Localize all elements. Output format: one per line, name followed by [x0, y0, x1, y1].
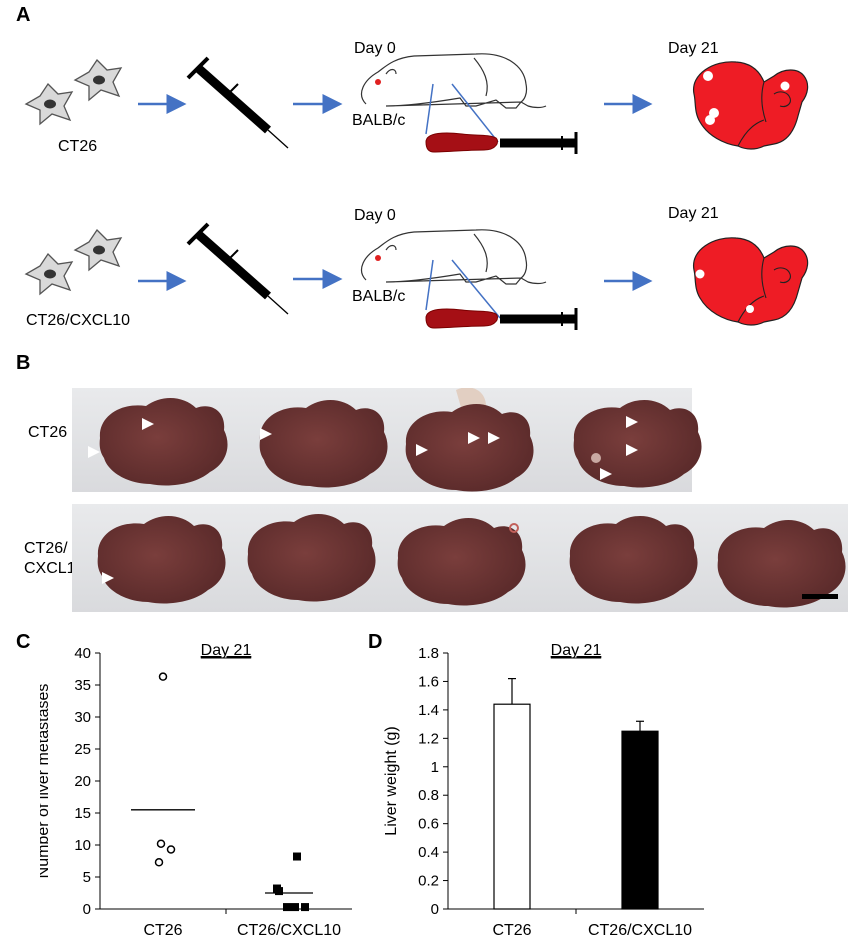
data-point	[293, 852, 301, 861]
y-tick-label: 0	[431, 901, 439, 918]
y-tick-label: 1.6	[418, 673, 439, 690]
zoom-line	[425, 259, 434, 311]
y-tick-label: 35	[74, 677, 91, 694]
y-tick-label: 0.4	[418, 844, 439, 861]
y-axis-label: Number of liver metastases	[40, 684, 52, 879]
schema-figure	[25, 53, 809, 335]
cell-line-label: CT26	[58, 138, 98, 155]
bar-chart: 0 0.2 0.4 0.6 0.8 1 1.2 1.4 1.6 1.8 CT26 CT26/CXCL1…	[383, 642, 704, 939]
panel-label-a: A	[16, 4, 31, 26]
data-point	[301, 903, 309, 912]
mouse-icon	[360, 53, 547, 109]
liver-photo	[569, 515, 698, 604]
bar	[621, 730, 659, 910]
y-tick-label: 0.8	[418, 787, 439, 804]
y-tick-label: 10	[74, 837, 91, 854]
y-tick-label: 20	[74, 773, 91, 790]
scale-bar	[802, 594, 838, 599]
syringe-icon	[188, 224, 288, 314]
y-tick-label: 1	[431, 759, 439, 776]
liver-photographs	[72, 388, 848, 612]
tumor-cell-icon	[25, 253, 73, 295]
data-point	[158, 672, 168, 681]
day-end-label: Day 21	[668, 40, 719, 57]
x-tick-label: CT26/CXCL10	[588, 922, 692, 939]
data-point	[291, 903, 299, 912]
data-point	[283, 903, 291, 912]
liver-photo	[397, 517, 526, 606]
mouse-strain-label: BALB/c	[352, 288, 406, 305]
data-point	[275, 887, 283, 896]
panel-label-d: D	[368, 631, 383, 653]
metastasis-icon	[746, 305, 754, 313]
metastasis-icon	[780, 81, 790, 91]
tumor-cell-icon	[74, 59, 122, 101]
data-point	[154, 858, 164, 867]
y-tick-label: 5	[83, 869, 91, 886]
liver-photo	[247, 513, 376, 602]
y-tick-label: 1.2	[418, 730, 439, 747]
photo-row-label: CT26	[28, 424, 68, 441]
metastasis-icon	[705, 115, 715, 125]
y-tick-label: 0.2	[418, 873, 439, 890]
photo-row-label: CT26/ CXCL10	[24, 539, 84, 579]
y-tick-label: 1.8	[418, 645, 439, 662]
chart-title: Day 21	[201, 642, 252, 659]
spleen-injection-icon	[426, 132, 576, 154]
liver-photo	[97, 515, 226, 604]
data-point	[156, 839, 166, 848]
x-tick-label: CT26/CXCL10	[237, 922, 341, 939]
metastasis-nodule	[509, 523, 519, 533]
liver-photo	[259, 399, 388, 488]
bar	[493, 703, 531, 910]
data-point	[166, 845, 176, 854]
x-tick-label: CT26	[492, 922, 531, 939]
chart-title: Day 21	[551, 642, 602, 659]
y-tick-label: 0	[83, 901, 91, 918]
photo-row-label-line: CXCL10	[24, 560, 85, 577]
y-tick-label: 30	[74, 709, 91, 726]
x-tick-label: CT26	[143, 922, 182, 939]
mouse-strain-label: BALB/c	[352, 112, 406, 129]
panel-label-b: B	[16, 352, 31, 374]
zoom-line	[425, 83, 434, 135]
y-tick-label: 0.6	[418, 816, 439, 833]
metastasis-icon	[703, 71, 713, 81]
cell-line-label: CT26/CXCL10	[26, 312, 131, 329]
syringe-icon	[188, 58, 288, 148]
zoom-line	[451, 259, 501, 319]
panel-label-c: C	[16, 631, 31, 653]
mouse-icon	[360, 229, 547, 285]
metastasis-icon	[695, 269, 705, 279]
y-axis-label: Liver weight (g)	[383, 726, 400, 835]
liver-photo	[573, 399, 702, 488]
day-start-label: Day 0	[354, 207, 396, 224]
y-tick-label: 15	[74, 805, 91, 822]
spleen-injection-icon	[426, 308, 576, 330]
tumor-cell-icon	[25, 83, 73, 125]
zoom-line	[451, 83, 499, 143]
tumor-cell-icon	[74, 229, 122, 271]
y-tick-label: 1.4	[418, 702, 439, 719]
liver-photo	[405, 388, 534, 492]
day-start-label: Day 0	[354, 40, 396, 57]
day-end-label: Day 21	[668, 205, 719, 222]
scatter-chart: 0 5 10 15 20 25 30 35 40 CT26 CT26/CXCL10 Number of…	[40, 642, 352, 939]
y-tick-label: 25	[74, 741, 91, 758]
metastasis-nodule	[591, 453, 601, 463]
y-tick-label: 40	[74, 645, 91, 662]
photo-row-label-line: CT26/	[24, 540, 68, 557]
